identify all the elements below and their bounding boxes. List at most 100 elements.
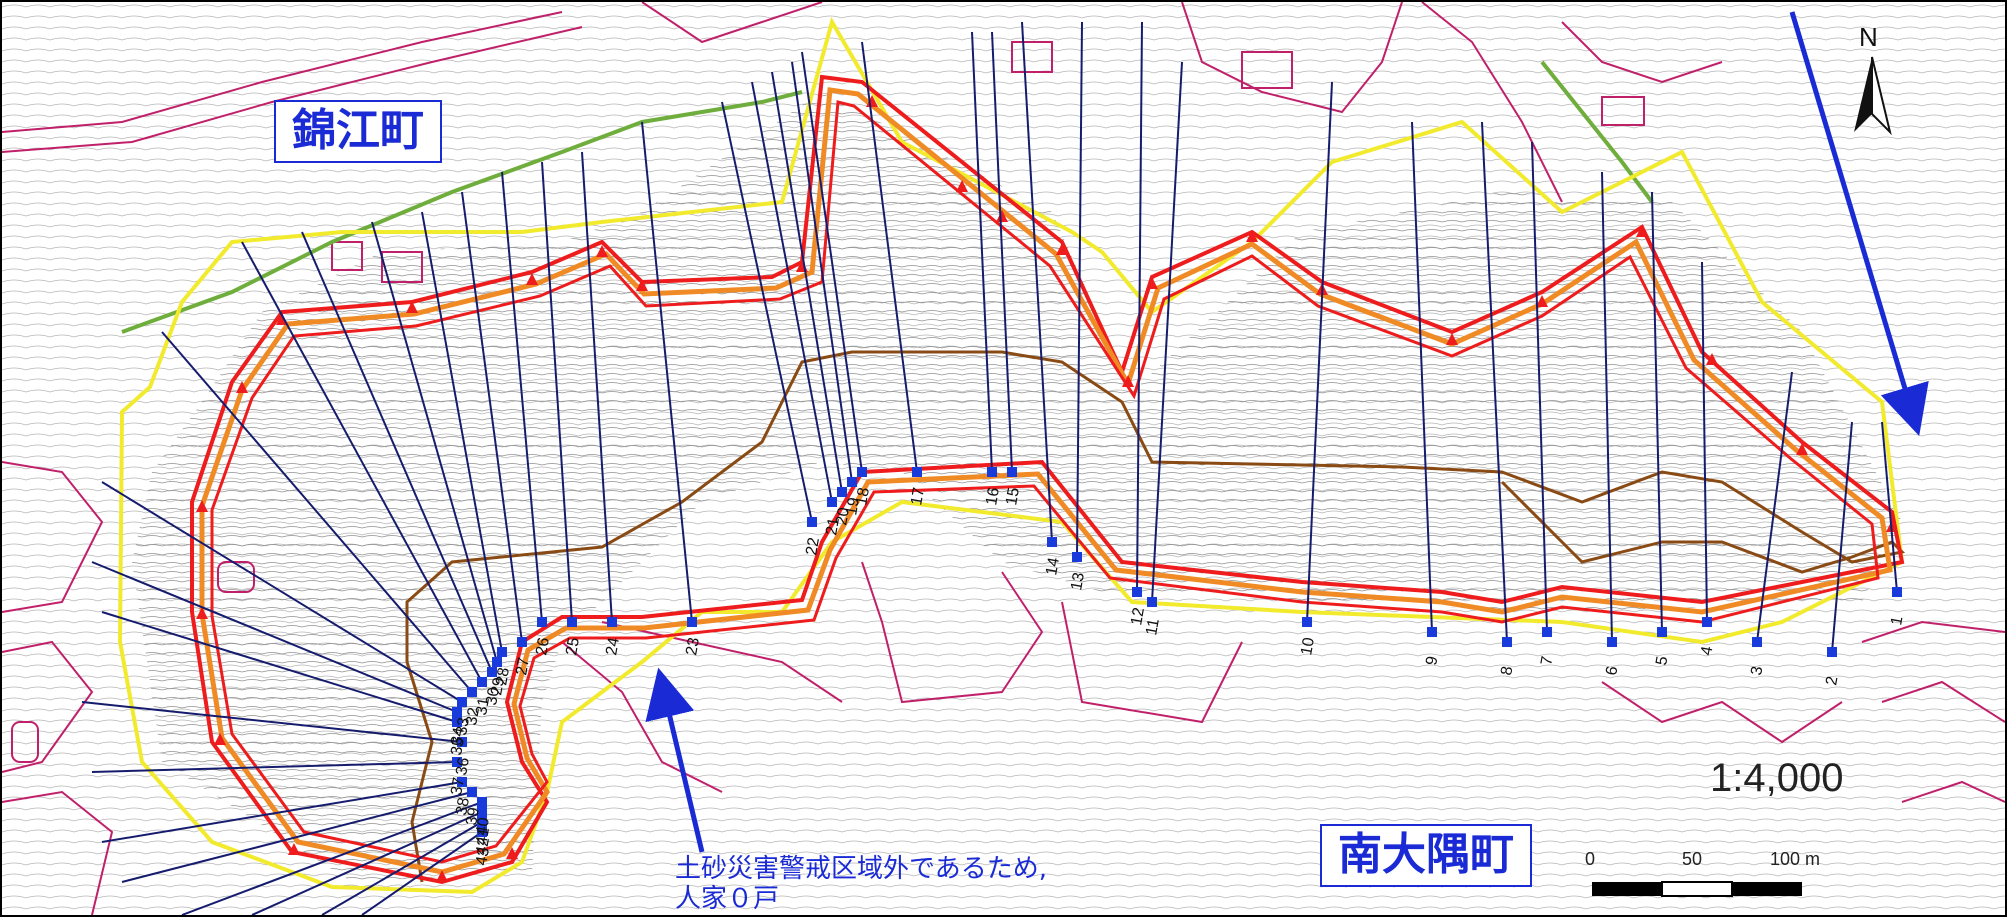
transect-number: 36 <box>453 756 473 777</box>
transect-marker <box>477 797 487 807</box>
transect-line <box>861 41 918 473</box>
transect-number: 15 <box>1003 486 1023 507</box>
scale-ratio: 1:4,000 <box>1710 756 1844 800</box>
transect-marker <box>457 737 467 747</box>
transect-number: 14 <box>1043 556 1063 577</box>
transect-number: 40 <box>473 816 493 837</box>
transect-number: 34 <box>448 726 468 747</box>
boundary-marker <box>1796 443 1808 455</box>
transect-marker <box>452 707 462 717</box>
transect-number: 6 <box>1603 665 1621 677</box>
transect-number: 43 <box>473 846 493 867</box>
transect-marker <box>837 487 847 497</box>
transect-line <box>721 101 813 523</box>
transect-marker <box>1657 627 1667 637</box>
transect-marker <box>1827 647 1837 657</box>
transect-marker <box>1607 637 1617 647</box>
transect-line <box>1481 121 1508 643</box>
transect-number: 21 <box>823 516 843 537</box>
boundary-marker <box>1536 295 1548 307</box>
boundary-marker <box>214 733 226 745</box>
scale-tick-0: 0 <box>1585 849 1596 869</box>
boundary-marker <box>506 847 518 859</box>
transect-line <box>971 31 993 473</box>
transect-marker <box>1302 617 1312 627</box>
transect-line <box>1701 261 1708 623</box>
transect-number: 17 <box>908 486 928 507</box>
transect-line <box>501 171 543 623</box>
stream-line-east <box>1540 60 1654 204</box>
transect-line <box>771 71 843 493</box>
scale-bar <box>1592 881 1802 897</box>
boundary-marker <box>1146 277 1158 289</box>
transect-number: 28 <box>493 666 513 687</box>
transect-line <box>161 331 473 693</box>
transect-marker <box>1752 637 1762 647</box>
transect-marker <box>567 617 577 627</box>
transect-number: 33 <box>453 716 473 737</box>
boundary-marker <box>288 843 300 855</box>
note-line-2: 人家０戸 <box>675 883 780 914</box>
transect-line <box>301 231 493 673</box>
transect-marker <box>987 467 997 477</box>
transect-number: 19 <box>843 496 863 517</box>
transect-number: 20 <box>833 506 853 527</box>
transect-marker <box>1542 627 1552 637</box>
boundary-marker <box>1056 243 1068 255</box>
transect-line <box>1021 21 1053 543</box>
boundary-marker <box>196 607 208 619</box>
transect-line <box>991 31 1013 473</box>
transect-marker <box>452 757 462 767</box>
transect-number: 23 <box>683 636 703 657</box>
transect-marker <box>1427 627 1437 637</box>
transect-line <box>1411 121 1433 633</box>
transect-number: 29 <box>488 676 508 697</box>
transect-number: 7 <box>1538 655 1556 667</box>
transect-line <box>541 161 573 623</box>
transect-line <box>81 701 463 743</box>
yellow-boundary <box>117 16 1905 895</box>
transect-number: 26 <box>533 636 553 657</box>
transect-number: 35 <box>448 736 468 757</box>
transect-line <box>421 211 503 653</box>
transect-number: 11 <box>1143 617 1163 636</box>
transect-marker <box>492 657 502 667</box>
transect-marker <box>537 617 547 627</box>
transect-number: 1 <box>1888 615 1906 627</box>
transect-marker <box>1072 552 1082 562</box>
boundary-marker <box>436 870 448 882</box>
transect-number: 41 <box>473 826 493 847</box>
boundary-marker <box>196 500 208 512</box>
transect-line <box>1076 21 1083 558</box>
transect-line <box>581 151 613 623</box>
transect-number-labels: 1234567891011121314151617181920212223242… <box>448 486 1906 867</box>
note-text: 土砂災害警戒区域外であるため, 人家０戸 <box>675 854 1048 915</box>
transect-marker <box>452 717 462 727</box>
transect-line <box>1601 171 1613 643</box>
boundary-marker <box>526 273 538 285</box>
transect-line <box>1151 61 1183 603</box>
boundary-marker <box>1246 230 1258 242</box>
transect-line <box>121 791 473 883</box>
boundary-marker <box>1706 353 1718 365</box>
transect-marker <box>607 617 617 627</box>
transect-line <box>91 761 458 773</box>
transect-number: 22 <box>803 536 823 557</box>
boundary-marker <box>596 245 608 257</box>
transect-marker <box>497 647 507 657</box>
transect-marker <box>1132 587 1142 597</box>
scale-tick-50: 50 <box>1682 849 1703 869</box>
transect-marker <box>1502 637 1512 647</box>
transect-line <box>101 481 463 703</box>
note-line-1: 土砂災害警戒区域外であるため, <box>675 854 1048 884</box>
boundary-marker <box>406 301 418 313</box>
transect-line <box>1136 21 1143 593</box>
transect-marker <box>457 777 467 787</box>
transect-number: 2 <box>1823 675 1841 687</box>
transect-line <box>241 241 483 683</box>
transect-number: 24 <box>603 636 623 657</box>
transect-number: 8 <box>1498 665 1516 677</box>
transect-line <box>251 811 483 915</box>
transect-number: 10 <box>1298 636 1318 657</box>
